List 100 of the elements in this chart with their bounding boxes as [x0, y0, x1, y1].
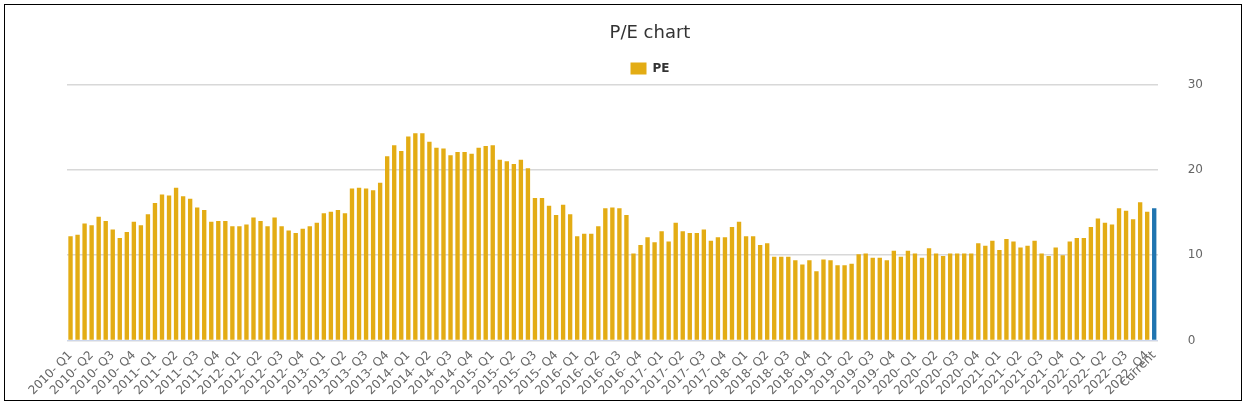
bar — [1123, 210, 1129, 340]
bar — [244, 224, 249, 340]
bar — [117, 238, 122, 340]
bar — [1144, 211, 1150, 340]
bar — [469, 153, 474, 340]
bar — [349, 188, 355, 340]
bar — [223, 221, 228, 340]
bar — [947, 253, 953, 340]
bar — [441, 148, 446, 340]
y-tick-label: 30 — [1187, 76, 1204, 91]
bar — [821, 259, 826, 340]
bar — [877, 257, 882, 340]
bar — [434, 147, 439, 340]
bar — [166, 195, 172, 340]
bar — [532, 198, 538, 340]
bar — [1032, 240, 1037, 340]
bar — [420, 133, 425, 340]
bar — [539, 198, 545, 340]
bar — [1116, 208, 1122, 340]
bar — [997, 250, 1002, 340]
bar — [328, 211, 334, 340]
bar — [807, 260, 812, 340]
bar — [631, 253, 636, 340]
bar — [370, 190, 376, 340]
bar — [497, 159, 502, 340]
bar — [786, 256, 791, 340]
bar — [1046, 255, 1051, 340]
bar — [293, 232, 298, 340]
bar — [575, 236, 580, 340]
bar — [849, 263, 854, 340]
bar — [187, 198, 193, 340]
bar — [1011, 241, 1016, 340]
bar — [976, 243, 981, 340]
bar — [300, 228, 305, 340]
bar — [110, 229, 115, 340]
bar — [765, 243, 770, 340]
bar — [1018, 247, 1023, 340]
bar — [624, 215, 629, 340]
bar — [842, 265, 847, 340]
bar — [1081, 238, 1087, 340]
bar — [413, 133, 418, 340]
bar — [195, 207, 200, 340]
bar — [476, 147, 481, 340]
bar — [1130, 219, 1136, 340]
bar — [392, 145, 397, 340]
bar — [779, 256, 784, 340]
bar — [912, 253, 918, 340]
bar — [962, 253, 967, 340]
bar — [448, 155, 453, 340]
bar — [490, 145, 495, 340]
bar — [969, 253, 974, 340]
bar — [814, 271, 819, 340]
bar — [321, 213, 327, 340]
bar — [905, 250, 911, 340]
bar — [96, 216, 101, 340]
bar — [652, 242, 657, 340]
bar — [159, 194, 165, 340]
bar — [385, 156, 390, 340]
bar — [314, 222, 319, 340]
bar — [1095, 218, 1101, 340]
bar — [891, 250, 897, 340]
bar — [377, 182, 383, 340]
bar — [610, 207, 615, 340]
bar — [455, 151, 460, 340]
bar — [511, 163, 517, 340]
bar — [89, 225, 94, 340]
bar — [1088, 226, 1094, 340]
bar — [131, 221, 137, 340]
bar — [553, 215, 559, 340]
bar — [567, 214, 573, 340]
bar — [82, 223, 87, 340]
bar — [1067, 241, 1072, 340]
bar — [546, 205, 552, 340]
bar — [955, 253, 960, 340]
bar — [596, 226, 601, 340]
bar — [863, 253, 868, 340]
bar — [307, 226, 312, 340]
bar — [286, 230, 291, 340]
bar — [1025, 245, 1030, 340]
bar — [124, 232, 129, 340]
bar — [919, 257, 925, 340]
bar — [173, 187, 179, 340]
bar — [483, 145, 488, 340]
bar — [680, 231, 685, 340]
bar — [828, 260, 833, 340]
bar — [750, 236, 756, 340]
bar — [462, 151, 467, 340]
bar — [265, 226, 270, 340]
bar — [138, 225, 144, 340]
bar — [1074, 238, 1079, 340]
bar — [103, 221, 108, 340]
bar — [800, 264, 805, 340]
bar — [722, 237, 728, 340]
bar — [251, 217, 256, 340]
bar — [216, 221, 221, 340]
bar — [729, 226, 735, 340]
chart-title: P/E chart — [609, 21, 691, 43]
bar — [1152, 208, 1157, 340]
bar — [272, 217, 277, 340]
bar — [940, 255, 946, 340]
